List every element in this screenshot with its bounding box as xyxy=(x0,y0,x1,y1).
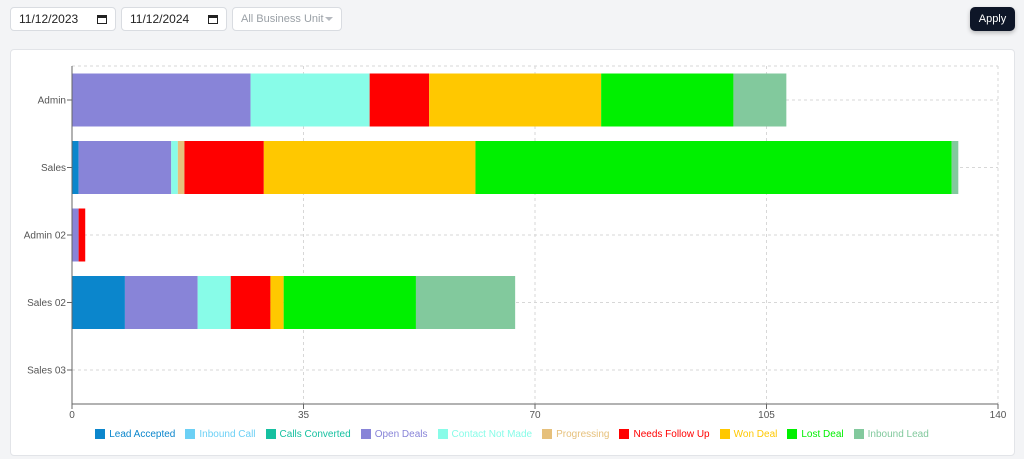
y-tick-label: Admin xyxy=(38,96,66,107)
legend-swatch xyxy=(95,429,106,439)
bar-segment xyxy=(72,73,251,127)
legend-label: Inbound Call xyxy=(199,428,256,440)
legend-item[interactable]: Lost Deal xyxy=(787,428,844,440)
legend-swatch xyxy=(719,429,730,439)
legend-swatch xyxy=(619,429,630,439)
legend-swatch xyxy=(853,429,864,439)
y-tick-label: Admin 02 xyxy=(24,231,67,242)
y-tick-label: Sales 02 xyxy=(27,298,66,309)
bar-segment xyxy=(124,276,198,329)
bar-segment xyxy=(72,276,125,329)
bar-segment xyxy=(369,73,430,127)
bar-segment xyxy=(171,141,178,194)
bar-segment xyxy=(78,141,172,194)
legend-swatch xyxy=(185,429,196,439)
x-tick-label: 0 xyxy=(69,410,75,421)
chevron-down-icon xyxy=(325,17,333,21)
legend-item[interactable]: Lead Accepted xyxy=(95,429,175,440)
bar-segment xyxy=(415,276,516,329)
y-tick-label: Sales xyxy=(41,163,66,174)
business-unit-select[interactable]: All Business Unit xyxy=(232,7,342,31)
bar-segment xyxy=(429,73,602,127)
legend-swatch xyxy=(265,429,276,439)
legend-label: Contact Not Made xyxy=(451,428,533,440)
bar-segment xyxy=(72,208,79,262)
apply-button[interactable]: Apply xyxy=(970,7,1015,31)
legend-swatch xyxy=(787,429,798,439)
bar-segment xyxy=(177,141,185,194)
end-date-value: 11/12/2024 xyxy=(130,12,190,26)
bar-segment xyxy=(601,73,734,127)
legend-swatch xyxy=(437,429,448,439)
filter-toolbar: 11/12/2023 11/12/2024 All Business Unit … xyxy=(0,0,1024,44)
end-date-input[interactable]: 11/12/2024 xyxy=(121,7,227,31)
legend-swatch xyxy=(542,429,553,439)
legend-label: Inbound Lead xyxy=(867,428,929,440)
x-tick-label: 70 xyxy=(529,410,541,421)
business-unit-value: All Business Unit xyxy=(241,13,324,25)
bar-segment xyxy=(283,276,416,329)
legend-item[interactable]: Inbound Call xyxy=(185,428,256,440)
start-date-input[interactable]: 11/12/2023 xyxy=(10,7,116,31)
legend-label: Needs Follow Up xyxy=(633,428,710,440)
legend-item[interactable]: Needs Follow Up xyxy=(619,428,710,440)
legend-swatch xyxy=(360,429,371,439)
legend-label: Progressing xyxy=(556,428,610,440)
bar-segment xyxy=(230,276,271,329)
legend-label: Lead Accepted xyxy=(109,428,176,440)
start-date-value: 11/12/2023 xyxy=(19,12,79,26)
bar-segment xyxy=(951,141,959,194)
bar-segment xyxy=(72,141,79,194)
calendar-icon[interactable] xyxy=(97,14,107,24)
chart-legend: Lead Accepted Inbound Call Calls Converted… xyxy=(0,427,1024,441)
legend-label: Calls Converted xyxy=(279,428,351,440)
bar-segment xyxy=(475,141,952,194)
legend-item[interactable]: Calls Converted xyxy=(265,428,351,440)
bar-segment xyxy=(263,141,476,194)
legend-item[interactable]: Won Deal xyxy=(719,428,778,440)
bar-segment xyxy=(250,73,370,127)
x-tick-label: 140 xyxy=(990,410,1007,421)
calendar-icon[interactable] xyxy=(208,14,218,24)
legend-item[interactable]: Open Deals xyxy=(360,428,428,440)
bar-segment xyxy=(78,208,86,262)
bar-segment xyxy=(184,141,264,194)
legend-label: Won Deal xyxy=(733,428,778,440)
legend-item[interactable]: Inbound Lead xyxy=(853,428,929,440)
bar-segment xyxy=(733,73,787,127)
x-tick-label: 105 xyxy=(758,410,775,421)
y-tick-label: Sales 03 xyxy=(27,366,66,377)
bar-segment xyxy=(197,276,231,329)
bar-segment xyxy=(270,276,284,329)
legend-item[interactable]: Progressing xyxy=(542,429,609,440)
x-tick-label: 35 xyxy=(298,410,310,421)
legend-label: Lost Deal xyxy=(801,428,844,440)
legend-label: Open Deals xyxy=(374,428,428,440)
legend-item[interactable]: Contact Not Made xyxy=(437,428,533,440)
